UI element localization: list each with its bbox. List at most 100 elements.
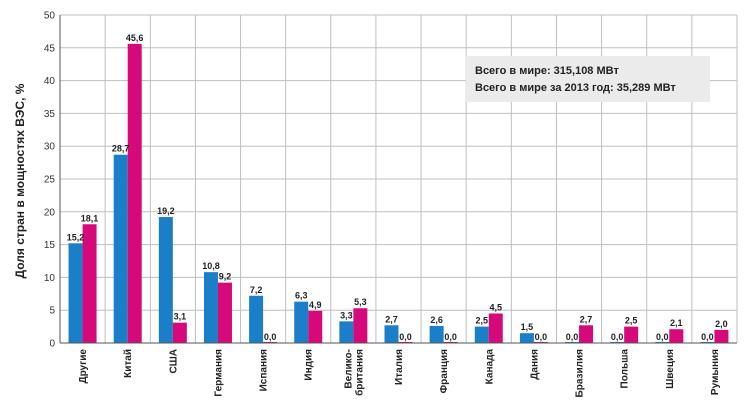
category-label-group: Польша: [620, 349, 631, 389]
category-label: Италия: [394, 349, 405, 385]
data-label: 4,9: [309, 300, 322, 310]
y-tick-label: 0: [49, 339, 55, 350]
bars: [68, 43, 729, 343]
data-label: 0,0: [535, 332, 548, 342]
data-label: 2,5: [625, 316, 638, 326]
data-label: 19,2: [157, 206, 175, 216]
category-label-group: Швеция: [665, 349, 676, 389]
category-label-group: Италия: [394, 349, 405, 385]
category-label-group: Франция: [439, 349, 450, 394]
bar: [82, 224, 97, 343]
info-total-world: Всего в мире: 315,108 МВт: [475, 65, 619, 77]
bar: [339, 321, 354, 343]
axes: [59, 15, 737, 344]
category-label: Испания: [259, 349, 270, 392]
bar: [474, 326, 489, 343]
data-label: 2,7: [580, 314, 593, 324]
y-tick-label: 40: [44, 76, 56, 87]
category-label: Румыния: [710, 349, 721, 395]
data-label: 18,1: [81, 213, 99, 223]
category-label: Бразилия: [575, 349, 586, 398]
category-label-group: Индия: [304, 349, 315, 381]
data-label: 45,6: [126, 33, 144, 43]
data-label: 6,3: [295, 291, 308, 301]
bar: [519, 333, 534, 343]
y-tick-labels: 0 5 10 15 20 25 30 35 40 45 50: [44, 11, 56, 350]
bar: [172, 322, 187, 343]
category-label: США: [168, 349, 179, 374]
bar: [249, 295, 264, 343]
bar: [158, 217, 173, 343]
data-label: 0,0: [566, 332, 579, 342]
category-label-group: Румыния: [710, 349, 721, 395]
y-tick-label: 50: [44, 11, 56, 22]
category-label: Китай: [123, 349, 134, 378]
value-labels: 15,218,128,745,619,23,110,89,27,20,06,34…: [67, 33, 728, 342]
category-label: Франция: [439, 349, 450, 394]
data-label: 2,0: [715, 319, 728, 329]
category-label-group: Канада: [484, 349, 495, 385]
category-label-group: Дания: [529, 349, 540, 380]
data-label: 0,0: [611, 332, 624, 342]
data-label: 2,5: [476, 316, 489, 326]
data-label: 0,0: [264, 332, 277, 342]
category-label-group: Испания: [259, 349, 270, 392]
data-label: 2,6: [430, 315, 443, 325]
data-label: 28,7: [112, 144, 130, 154]
y-tick-label: 15: [44, 240, 56, 251]
category-label-group: Велико-британия: [343, 349, 365, 396]
category-label-group: Германия: [213, 349, 224, 397]
category-label: Германия: [213, 349, 224, 397]
bar: [127, 43, 142, 343]
y-tick-label: 30: [44, 142, 56, 153]
category-label: Польша: [620, 349, 631, 389]
category-label: Другие: [78, 349, 89, 384]
bar: [217, 282, 232, 343]
data-label: 3,3: [340, 310, 353, 320]
category-label: Велико-: [343, 349, 354, 389]
data-label: 0,0: [399, 332, 412, 342]
bar: [353, 308, 368, 343]
y-tick-label: 20: [44, 207, 56, 218]
data-label: 0,0: [656, 332, 669, 342]
category-label-group: Бразилия: [575, 349, 586, 398]
bar: [294, 301, 309, 343]
category-label-group: Китай: [123, 349, 134, 378]
category-label: Канада: [484, 349, 495, 385]
data-label: 7,2: [250, 285, 263, 295]
bar: [429, 325, 444, 343]
y-tick-label: 5: [49, 306, 55, 317]
info-total-2013: Всего в мире за 2013 год: 35,289 МВт: [475, 82, 676, 94]
y-tick-label: 45: [44, 43, 56, 54]
category-label: Швеция: [665, 349, 676, 389]
y-tick-label: 35: [44, 109, 56, 120]
bar: [714, 329, 729, 343]
data-label: 1,5: [521, 322, 534, 332]
y-tick-label: 25: [44, 175, 56, 186]
bar: [384, 325, 399, 343]
category-label: Дания: [529, 349, 540, 380]
data-label: 4,5: [490, 302, 503, 312]
data-label: 15,2: [67, 232, 85, 242]
category-label-group: США: [168, 349, 179, 374]
info-box-background: [466, 56, 710, 102]
data-label: 0,0: [444, 332, 457, 342]
category-labels: Другие Китай США Германия Испания Индия Велико…: [78, 349, 721, 398]
bar: [669, 329, 684, 343]
bar: [68, 243, 83, 343]
bar: [308, 310, 323, 343]
bar: [579, 325, 594, 343]
y-axis-title: Доля стран в мощностях ВЭС, %: [13, 83, 27, 278]
data-label: 3,1: [174, 312, 187, 322]
category-label: британия: [353, 349, 365, 396]
data-label: 5,3: [354, 297, 367, 307]
data-label: 9,2: [219, 272, 232, 282]
y-tick-label: 10: [44, 273, 56, 284]
data-label: 2,7: [385, 314, 398, 324]
data-label: 2,1: [670, 318, 683, 328]
bar: [203, 272, 218, 343]
data-label: 10,8: [202, 261, 220, 271]
info-box: Всего в мире: 315,108 МВт Всего в мире з…: [466, 56, 710, 102]
category-label-group: Другие: [78, 349, 89, 384]
